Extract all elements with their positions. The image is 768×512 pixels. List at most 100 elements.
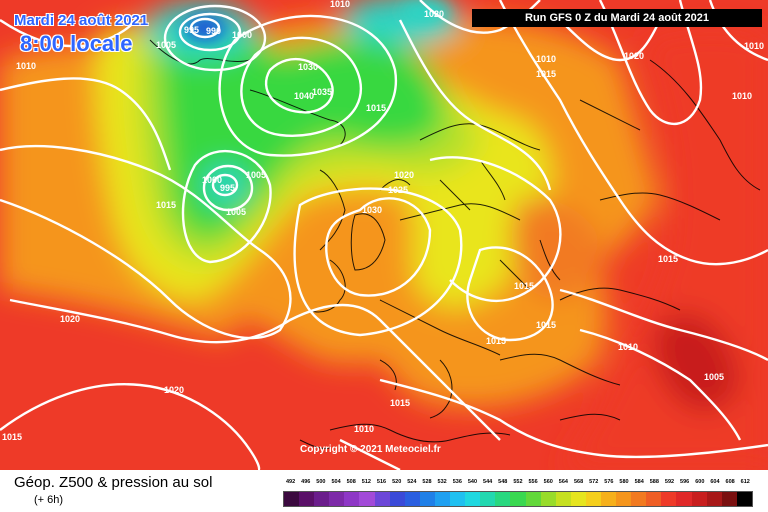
isobar-label: 1030 xyxy=(362,205,382,215)
isobar-label: 1010 xyxy=(330,0,350,9)
isobar-label: 1010 xyxy=(618,342,638,352)
scale-swatch xyxy=(314,492,330,506)
scale-swatch xyxy=(736,492,752,506)
scale-swatch xyxy=(359,492,375,506)
forecast-time: 8:00 locale xyxy=(20,31,133,56)
scale-swatch xyxy=(676,492,692,506)
isobar-label: 1030 xyxy=(298,62,318,72)
scale-swatch xyxy=(419,492,435,506)
variable-title: Géop. Z500 & pression au sol xyxy=(14,474,213,491)
isobar-label: 1015 xyxy=(514,281,534,291)
scale-label: 556 xyxy=(528,479,538,485)
scale-swatch xyxy=(480,492,496,506)
scale-swatch xyxy=(540,492,556,506)
scale-label: 492 xyxy=(285,479,296,485)
scale-swatch xyxy=(329,492,345,506)
scale-label: 536 xyxy=(452,479,462,485)
scale-swatch xyxy=(374,492,390,506)
isobar-label: 1025 xyxy=(388,185,408,195)
scale-swatch xyxy=(721,492,737,506)
isobar-label: 1020 xyxy=(624,51,644,61)
scale-swatch xyxy=(661,492,677,506)
isobar-label: 995 xyxy=(184,25,199,35)
run-info-box: Run GFS 0 Z du Mardi 24 août 2021 xyxy=(472,9,762,27)
isobars xyxy=(0,0,768,470)
scale-label: 604 xyxy=(710,479,720,485)
coastlines xyxy=(149,39,761,449)
scale-swatch xyxy=(616,492,632,506)
isobar-label: 1015 xyxy=(536,69,556,79)
scale-label: 580 xyxy=(619,479,629,485)
isobar-label: 1015 xyxy=(390,398,410,408)
color-scale-labels: 492 496 500 504 508 512 516 520 524 528 532 536 540 5… xyxy=(283,479,753,489)
isobar-label: 1020 xyxy=(394,170,414,180)
scale-swatch xyxy=(600,492,617,506)
isobar-label: 1015 xyxy=(486,336,506,346)
scale-swatch xyxy=(344,492,360,506)
scale-label: 592 xyxy=(664,479,675,485)
isobar-label: 1010 xyxy=(16,61,36,71)
isobar-label: 1010 xyxy=(536,54,556,64)
isobar-label: 1015 xyxy=(2,432,22,442)
isobar-label: 1015 xyxy=(658,254,678,264)
scale-label: 552 xyxy=(513,479,523,485)
scale-swatch xyxy=(585,492,601,506)
scale-label: 540 xyxy=(467,479,478,485)
scale-label: 512 xyxy=(361,479,371,485)
isobar-label: 1005 xyxy=(156,40,176,50)
scale-swatch xyxy=(284,492,300,506)
color-scale-bar xyxy=(283,491,753,507)
scale-label: 496 xyxy=(301,479,311,485)
isobar-label: 1000 xyxy=(202,175,222,185)
isobar-label: 1015 xyxy=(156,200,176,210)
scale-label: 572 xyxy=(589,479,599,485)
scale-swatch xyxy=(495,492,511,506)
scale-label: 532 xyxy=(437,479,447,485)
isobar-label: 1020 xyxy=(424,9,444,19)
isobar-label: 1040 xyxy=(294,91,314,101)
scale-swatch xyxy=(404,492,420,506)
scale-swatch xyxy=(525,492,541,506)
isobar-label: 1020 xyxy=(164,385,184,395)
scale-label: 568 xyxy=(573,479,584,485)
scale-label: 520 xyxy=(392,479,402,485)
scale-label: 500 xyxy=(316,479,326,485)
isobar-label: 1010 xyxy=(744,41,764,51)
isobar-label: 1035 xyxy=(312,87,332,97)
scale-label: 516 xyxy=(376,479,387,485)
scale-swatch xyxy=(450,492,466,506)
forecast-step: (+ 6h) xyxy=(34,494,64,506)
scale-swatch xyxy=(389,492,405,506)
scale-label: 528 xyxy=(422,479,432,485)
isobar-label: 1015 xyxy=(366,103,386,113)
scale-label: 548 xyxy=(498,479,508,485)
scale-swatch xyxy=(706,492,722,506)
scale-swatch xyxy=(555,492,571,506)
isobar-label: 1010 xyxy=(354,424,374,434)
scale-label: 508 xyxy=(346,479,356,485)
map-canvas: 1010 1005 995 990 1000 1020 1030 1035 10… xyxy=(0,0,768,470)
scale-swatch xyxy=(646,492,662,506)
isobar-labels: 1010 1005 995 990 1000 1020 1030 1035 10… xyxy=(2,0,764,442)
scale-label: 576 xyxy=(604,479,614,485)
forecast-date: Mardi 24 août 2021 xyxy=(14,12,149,29)
isobar-label: 1005 xyxy=(226,207,246,217)
isobar-label: 1005 xyxy=(246,170,266,180)
scale-swatch xyxy=(631,492,647,506)
scale-swatch xyxy=(570,492,586,506)
scale-label: 596 xyxy=(680,479,690,485)
isobar-label: 1015 xyxy=(536,320,556,330)
copyright-notice: Copyright © 2021 Meteociel.fr xyxy=(300,444,441,455)
scale-label: 544 xyxy=(483,479,493,485)
scale-label: 588 xyxy=(649,479,659,485)
scale-swatch xyxy=(510,492,526,506)
isobar-label: 990 xyxy=(206,26,221,36)
scale-swatch xyxy=(691,492,707,506)
scale-swatch xyxy=(299,492,315,506)
forecast-map: 1010 1005 995 990 1000 1020 1030 1035 10… xyxy=(0,0,768,470)
color-scale: 492 496 500 504 508 512 516 520 524 528 532 536 540 5… xyxy=(283,479,753,507)
isobar-label: 1000 xyxy=(232,30,252,40)
scale-label: 584 xyxy=(634,479,644,485)
scale-label: 600 xyxy=(695,479,705,485)
scale-label: 608 xyxy=(725,479,735,485)
